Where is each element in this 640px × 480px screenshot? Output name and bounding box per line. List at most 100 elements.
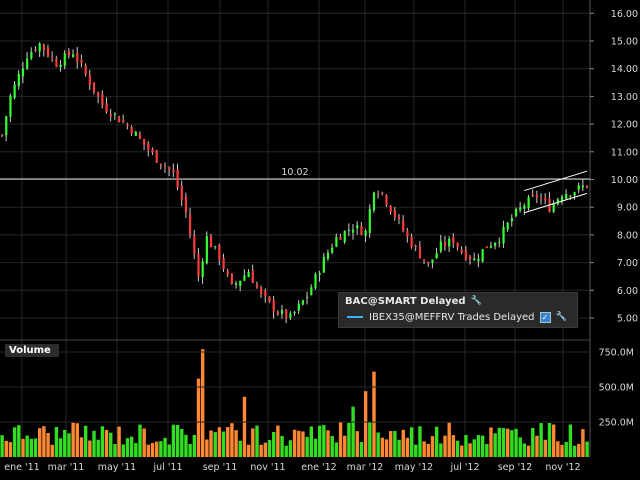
candle-body [498, 242, 501, 244]
candle-body [335, 236, 338, 247]
candle-body [314, 274, 317, 289]
candle-body [381, 192, 384, 194]
volume-bar [117, 426, 121, 457]
channel-lower-line [524, 192, 588, 214]
volume-bar [351, 406, 355, 457]
volume-bar [267, 439, 272, 457]
candle-body [9, 95, 12, 117]
volume-bar [213, 432, 217, 457]
candle-body [397, 216, 401, 220]
legend-item-secondary[interactable]: IBEX35@MEFFRV Trades Delayed ✓ 🔧 [339, 309, 577, 325]
candle-body [473, 258, 476, 261]
price-tick-label: 10.00 [611, 175, 638, 186]
candle-body [527, 197, 530, 209]
volume-bar [38, 428, 42, 457]
candle-body [143, 138, 146, 145]
candle-body [243, 275, 246, 281]
candle-body [184, 197, 188, 213]
candle-body [456, 242, 459, 248]
volume-bar [134, 443, 138, 457]
volume-bar [67, 433, 71, 457]
volume-bar [480, 435, 485, 457]
candle-body [560, 196, 564, 202]
date-tick-label: ene '11 [4, 462, 39, 473]
volume-bar [313, 438, 318, 457]
candle-body [17, 73, 20, 87]
date-axis: ene '11 mar '11 may '11 jul '11 sep '11 nov '… [4, 462, 580, 473]
legend-panel[interactable]: BAC@SMART Delayed 🔧 IBEX35@MEFFRV Trades… [338, 292, 578, 328]
volume-bar [472, 439, 476, 457]
volume-bar [125, 438, 130, 457]
candle-body [565, 193, 568, 199]
candle-body [84, 65, 87, 75]
volume-bar [25, 435, 29, 457]
volume-bar [33, 438, 38, 457]
volume-bar [514, 428, 518, 457]
wrench-icon[interactable]: 🔧 [470, 295, 482, 306]
volume-bar [476, 435, 481, 457]
candle-body [523, 205, 526, 209]
volume-bar [497, 427, 502, 457]
volume-bar [242, 396, 247, 457]
candle-body [134, 131, 137, 136]
candle-body [339, 236, 342, 240]
volume-bar [547, 423, 552, 457]
candle-body [410, 236, 413, 248]
legend-item-main[interactable]: BAC@SMART Delayed 🔧 [339, 293, 577, 309]
volume-bar [288, 440, 293, 457]
candle-body [347, 230, 351, 232]
candle-body [209, 235, 213, 248]
checkbox-icon[interactable]: ✓ [539, 311, 551, 323]
candle-body [519, 207, 522, 211]
volume-bar [200, 349, 205, 457]
volume-bar [564, 442, 568, 457]
candle-body [477, 258, 480, 262]
volume-bar [460, 445, 464, 457]
candle-body [260, 287, 263, 294]
volume-bar [0, 435, 4, 457]
wrench-icon[interactable]: 🔧 [555, 311, 567, 322]
volume-bar [184, 434, 188, 457]
candle-body [343, 230, 346, 242]
volume-bar [88, 440, 92, 457]
volume-bar [12, 427, 17, 457]
volume-bar [397, 439, 401, 457]
volume-bar [317, 425, 322, 457]
candle-body [172, 169, 175, 173]
volume-bar [468, 443, 472, 457]
volume-axis: 750.0M 500.0M 250.0M [0, 348, 634, 429]
volume-bar [551, 424, 556, 457]
candle-body [151, 149, 154, 153]
candle-body [272, 299, 275, 312]
candle-body [352, 229, 355, 233]
candle-body [318, 273, 321, 275]
volume-bar [526, 445, 531, 457]
date-tick-label: may '11 [98, 462, 136, 473]
volume-bar [209, 430, 213, 457]
candle-body [552, 202, 555, 212]
candle-body [67, 51, 71, 56]
volume-bar [71, 422, 75, 457]
candle-body [55, 58, 58, 67]
candle-body [360, 226, 363, 235]
volume-bar [539, 423, 543, 457]
candle-body [13, 84, 16, 98]
volume-bar [129, 436, 134, 457]
volume-bar [292, 429, 297, 457]
legend-secondary-label: IBEX35@MEFFRV Trades Delayed [369, 311, 535, 323]
candle-body [130, 126, 133, 134]
candle-body [439, 241, 442, 252]
volume-bar [192, 434, 197, 457]
candle-body [197, 254, 200, 277]
price-tick-label: 15.00 [611, 37, 638, 48]
candle-body [26, 58, 29, 69]
candle-body [452, 237, 455, 244]
volume-bar [380, 437, 385, 457]
date-tick-label: jul '11 [152, 462, 182, 473]
legend-series-swatch [347, 316, 363, 318]
date-tick-label: nov '11 [250, 462, 285, 473]
volume-bar [284, 445, 288, 457]
volume-bar [234, 430, 238, 457]
candle-body [448, 238, 451, 247]
